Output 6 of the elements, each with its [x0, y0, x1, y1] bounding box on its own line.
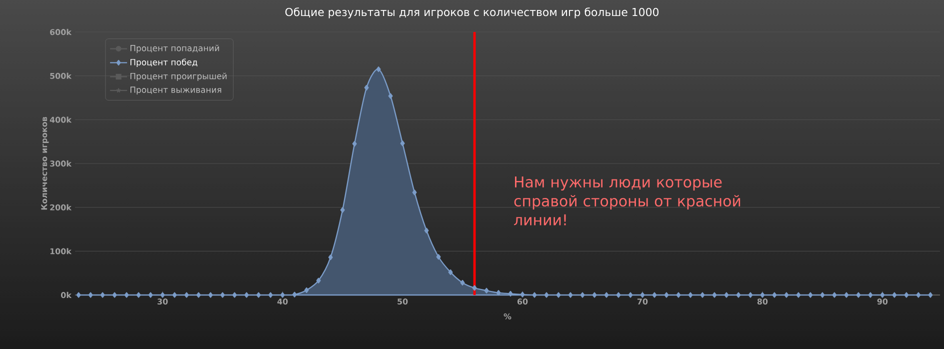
legend-label: Процент проигрышей [130, 72, 227, 81]
chart-title: Общие результаты для игроков с количеством игр больше 1000 [285, 8, 659, 18]
legend-label: Процент побед [130, 58, 198, 67]
legend-label: Процент выживания [130, 86, 222, 95]
annotation: Нам нужны люди которые справой стороны от красной линии! [514, 176, 740, 226]
legend-label: Процент попаданий [130, 44, 219, 53]
